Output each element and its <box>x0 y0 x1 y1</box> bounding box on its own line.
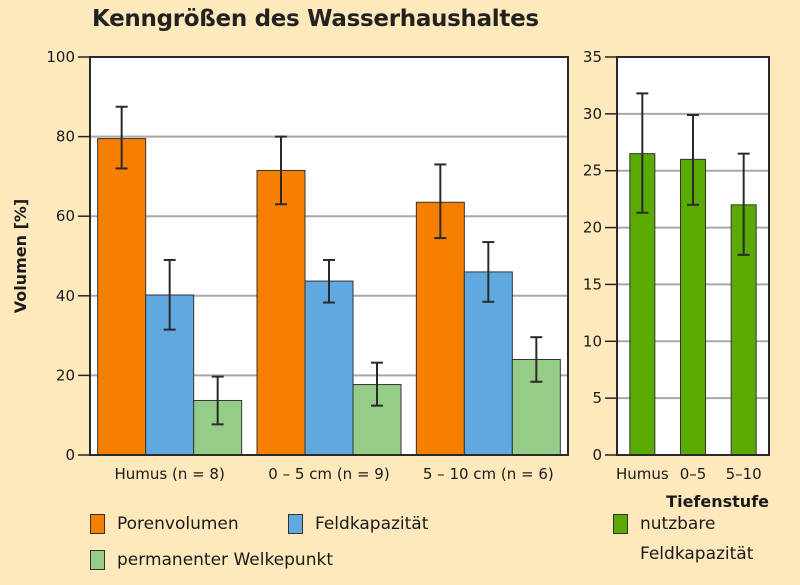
y-tick-label: 25 <box>583 162 602 180</box>
x-tick-label: 0–5 <box>680 465 707 483</box>
y-tick-label: 10 <box>583 332 602 350</box>
y-tick-label: 60 <box>56 207 75 225</box>
bar <box>256 169 306 456</box>
bar <box>680 158 706 456</box>
legend-label-line1: nutzbare <box>640 514 716 534</box>
y-axis-label: Volumen [%] <box>11 199 30 314</box>
legend-item-feldkapazitaet: Feldkapazität <box>288 514 428 534</box>
bar <box>415 201 465 456</box>
y-tick-label: 40 <box>56 287 75 305</box>
plot-frame <box>616 56 770 456</box>
y-tick-label: 5 <box>592 389 602 407</box>
chart-title: Kenngrößen des Wasserhaushaltes <box>92 6 539 32</box>
legend-swatch <box>613 514 628 534</box>
plot-frame <box>89 56 569 456</box>
legend-item-welkepunkt: permanenter Welkepunkt <box>90 550 333 570</box>
y-tick-label: 80 <box>56 128 75 146</box>
legend-item-porenvolumen: Porenvolumen <box>90 514 239 534</box>
x-tick-label: Humus <box>616 465 669 483</box>
legend-label: Feldkapazität <box>315 514 429 534</box>
legend-label: Porenvolumen <box>117 514 239 534</box>
y-tick-label: 100 <box>46 48 75 66</box>
legend-swatch <box>90 550 105 570</box>
left-chart: 0 20 40 60 80 100 Humus (n = 8) 0 – 5 cm (n = 9… <box>11 48 569 483</box>
x-tick-label: 0 – 5 cm (n = 9) <box>268 465 389 483</box>
legend-swatch <box>90 514 105 534</box>
x-axis-label: Tiefenstufe <box>666 492 769 511</box>
x-tick-label: Humus (n = 8) <box>114 465 224 483</box>
legend-item-nutzbare-feldkapazitaet: nutzbare Feldkapazität <box>445 514 770 564</box>
y-tick-label: 0 <box>592 446 602 464</box>
y-tick-label: 30 <box>583 105 602 123</box>
x-tick-label: 5–10 <box>726 465 762 483</box>
y-tick-label: 20 <box>56 366 75 384</box>
right-chart: 0 5 10 15 20 25 30 35 Humus 0–5 5–10 Tiefenstufe <box>583 48 770 511</box>
y-tick-label: 20 <box>583 219 602 237</box>
bar <box>97 138 147 456</box>
bar <box>304 280 354 456</box>
legend-swatch <box>288 514 303 534</box>
legend-label-line2: Feldkapazität <box>640 544 754 564</box>
y-tick-label: 0 <box>65 446 75 464</box>
x-tick-label: 5 – 10 cm (n = 6) <box>423 465 554 483</box>
y-tick-label: 15 <box>583 275 602 293</box>
y-tick-label: 35 <box>583 48 602 66</box>
legend-label: permanenter Welkepunkt <box>117 550 333 570</box>
